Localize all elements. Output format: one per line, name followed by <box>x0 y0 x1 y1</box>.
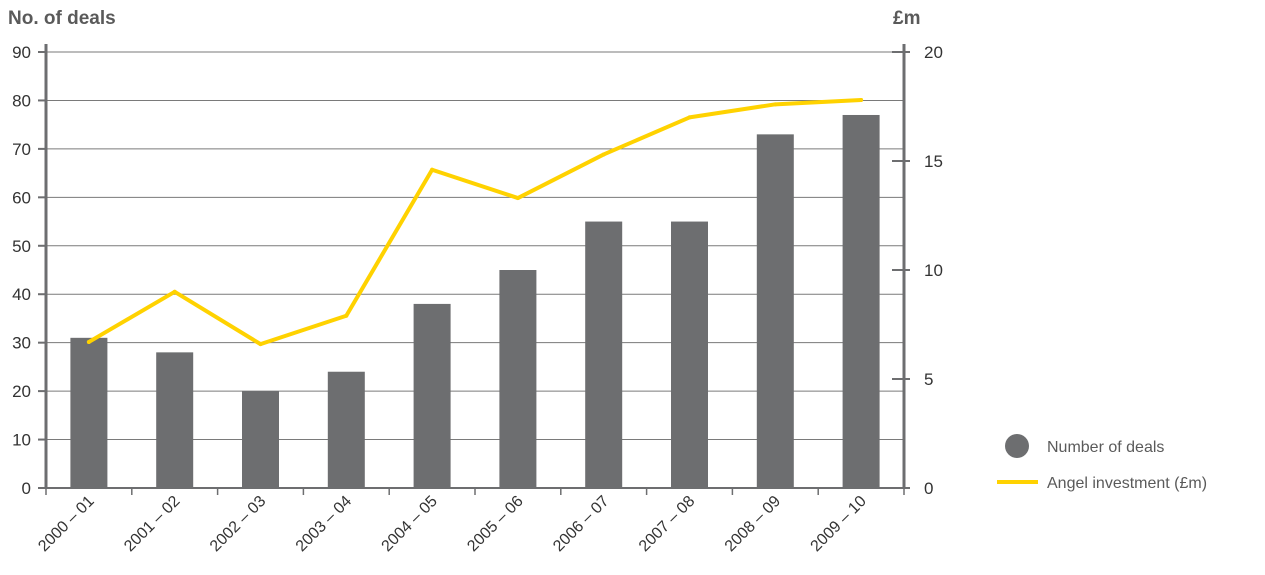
investment-point <box>687 115 692 120</box>
bar <box>156 352 194 488</box>
y-axis-left-title: No. of deals <box>8 8 116 29</box>
bars <box>70 114 880 489</box>
y-tick-label-left: 40 <box>12 285 31 304</box>
bar <box>756 134 794 488</box>
y-tick-label-left: 0 <box>22 479 31 498</box>
legend-deals-label: Number of deals <box>1047 439 1164 456</box>
y-tick-label-right: 0 <box>924 479 933 498</box>
investment-line-group <box>86 97 864 347</box>
y-tick-label-left: 70 <box>12 140 31 159</box>
y-tick-label-left: 60 <box>12 188 31 207</box>
bar <box>242 391 279 488</box>
bar <box>585 221 623 489</box>
y-tick-label-left: 80 <box>12 91 31 110</box>
x-tick-label: 2008 – 09 <box>722 493 784 555</box>
bar <box>842 114 880 488</box>
investment-line <box>86 97 864 347</box>
investment-point <box>344 313 349 318</box>
investment-point <box>430 167 435 172</box>
x-tick-label: 2005 – 06 <box>464 493 526 555</box>
y-tick-label-left: 10 <box>12 431 31 450</box>
y-axis-right-title: £m <box>893 8 920 29</box>
y-tick-label-right: 20 <box>924 43 943 62</box>
x-tick-label: 2002 – 03 <box>207 493 269 555</box>
investment-point <box>515 196 520 201</box>
y-ticks-left: 0 10 20 30 40 50 60 70 80 90 <box>12 43 46 498</box>
bar <box>499 270 537 488</box>
bar <box>327 371 365 488</box>
legend: Number of deals Angel investment (£m) <box>997 434 1207 492</box>
x-tick-label: 2001 – 02 <box>121 493 183 555</box>
x-tick-label: 2003 – 04 <box>293 493 355 555</box>
x-tick-label: 2004 – 05 <box>379 493 441 555</box>
legend-investment-label: Angel investment (£m) <box>1047 475 1207 492</box>
investment-point <box>258 342 263 347</box>
investment-point <box>601 152 606 157</box>
investment-point <box>172 289 177 294</box>
investment-point <box>773 102 778 107</box>
x-tick-label: 2006 – 07 <box>550 493 612 555</box>
x-ticks: 2000 – 01 2001 – 02 2002 – 03 2003 – 04 2004… <box>35 488 905 555</box>
y-tick-label-left: 90 <box>12 43 31 62</box>
y-tick-label-left: 50 <box>12 237 31 256</box>
bar <box>671 221 708 489</box>
x-tick-label: 2007 – 08 <box>636 493 698 555</box>
bar <box>413 303 451 488</box>
investment-point <box>86 339 91 344</box>
x-tick-label: 2000 – 01 <box>35 493 97 555</box>
investment-point <box>859 97 864 102</box>
y-tick-label-left: 30 <box>12 334 31 353</box>
y-tick-label-left: 20 <box>12 382 31 401</box>
legend-deals-marker <box>1005 434 1029 458</box>
y-tick-label-right: 10 <box>924 261 943 280</box>
y-ticks-right: 0 5 10 15 20 <box>892 43 943 498</box>
x-tick-label: 2009 – 10 <box>808 493 870 555</box>
y-tick-label-right: 15 <box>924 152 943 171</box>
y-tick-label-right: 5 <box>924 370 933 389</box>
bar <box>70 337 108 488</box>
